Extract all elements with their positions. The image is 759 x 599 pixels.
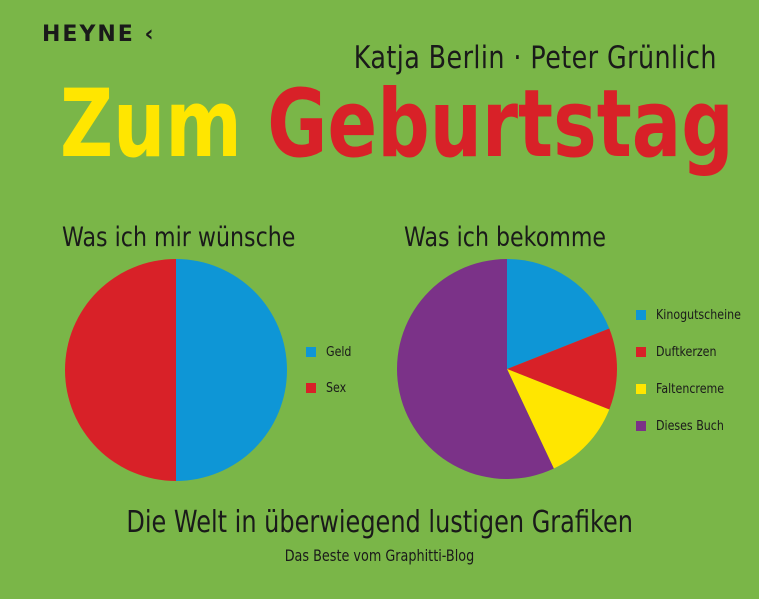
legend-swatch	[306, 383, 316, 393]
title-word-geburtstag: Geburtstag	[267, 70, 734, 179]
authors: Katja Berlin · Peter Grünlich	[353, 40, 717, 76]
pie-slice-kinogutscheine	[507, 259, 610, 369]
pie-slice-dieses-buch	[397, 259, 554, 479]
legend-label: Kinogutscheine	[656, 308, 741, 323]
chart-title-wishes: Was ich mir wünsche	[62, 222, 296, 253]
tagline: Das Beste vom Graphitti-Blog	[0, 546, 759, 565]
chart-title-gets: Was ich bekomme	[404, 222, 607, 253]
legend-label: Dieses Buch	[656, 419, 724, 434]
pie-chart-gets	[397, 259, 617, 479]
legend-swatch	[636, 384, 646, 394]
legend-swatch	[636, 421, 646, 431]
title-word-zum: Zum	[60, 70, 242, 179]
pie-slice-duftkerzen	[507, 328, 617, 410]
legend-swatch	[306, 347, 316, 357]
pie-chart-wishes	[65, 259, 287, 481]
legend-label: Geld	[326, 345, 352, 360]
publisher-logo: HEYNE ‹	[42, 22, 156, 47]
legend-label: Sex	[326, 381, 347, 396]
legend-swatch	[636, 310, 646, 320]
tagline-text: Das Beste vom Graphitti-Blog	[284, 546, 475, 565]
subtitle: Die Welt in überwiegend lustigen Grafike…	[0, 505, 759, 540]
subtitle-text: Die Welt in überwiegend lustigen Grafike…	[126, 505, 633, 540]
legend-swatch	[636, 347, 646, 357]
legend-label: Faltencreme	[656, 382, 725, 397]
pie-slice-sex	[65, 259, 176, 481]
pie-slice-faltencreme	[507, 369, 610, 469]
legend-label: Duftkerzen	[656, 345, 717, 360]
pie-slice-geld	[176, 259, 287, 481]
book-title: Zum Geburtstag	[60, 78, 734, 172]
